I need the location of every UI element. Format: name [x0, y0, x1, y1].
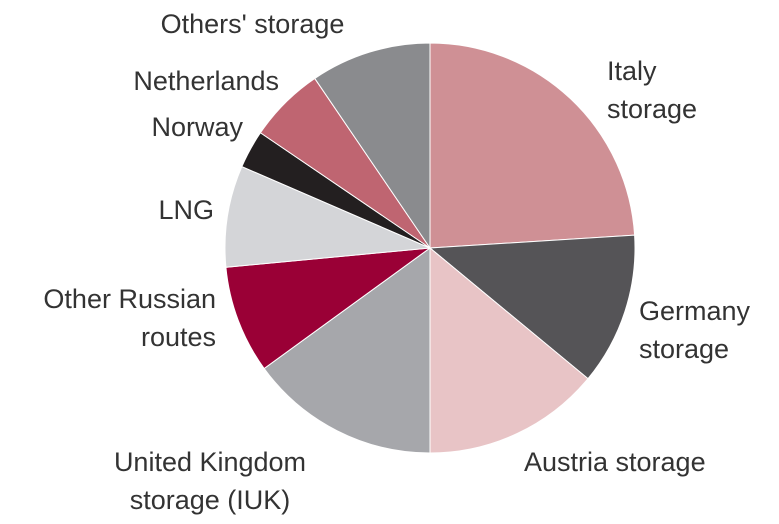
slice-label: Netherlands — [133, 66, 279, 96]
slice-label: LNG — [158, 195, 214, 225]
slice-label: United Kingdom storage (IUK) — [113, 447, 307, 515]
slice-label: Others' storage — [160, 9, 345, 39]
slice-label: Austria storage — [524, 447, 706, 477]
pie-slice — [224, 165, 431, 268]
pie-slice — [429, 42, 636, 249]
pie-slice — [428, 234, 636, 380]
pie-slice — [263, 247, 431, 454]
pie-slice — [225, 247, 432, 370]
slice-label: Norway — [151, 112, 243, 142]
slice-label: Germany storage — [639, 296, 751, 364]
pie-slice — [429, 246, 589, 454]
slice-label: Other Russian routes — [43, 284, 216, 352]
pie-slice — [314, 42, 431, 250]
slice-label: Italy storage — [607, 56, 698, 124]
